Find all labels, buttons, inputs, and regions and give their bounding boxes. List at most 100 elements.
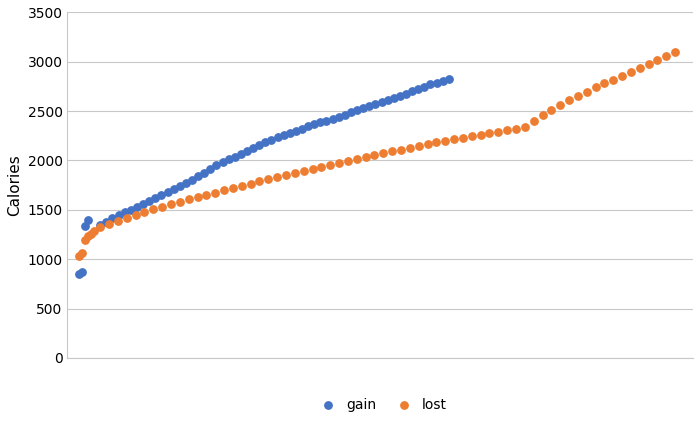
Legend: gain, lost: gain, lost xyxy=(308,392,452,418)
Point xyxy=(80,222,91,229)
lost xyxy=(94,223,106,230)
lost xyxy=(670,48,681,55)
lost xyxy=(537,112,548,118)
gain xyxy=(132,203,143,210)
gain xyxy=(253,141,265,148)
gain xyxy=(296,125,307,132)
gain xyxy=(241,147,253,154)
gain xyxy=(119,208,130,215)
lost xyxy=(254,178,265,184)
lost xyxy=(104,220,115,227)
gain xyxy=(174,183,186,189)
lost xyxy=(475,131,486,138)
gain xyxy=(125,206,136,213)
lost xyxy=(121,214,132,221)
gain xyxy=(113,211,124,218)
Point xyxy=(80,237,91,244)
gain xyxy=(193,173,204,180)
gain xyxy=(407,88,418,95)
gain xyxy=(302,123,314,130)
lost xyxy=(457,134,468,141)
lost xyxy=(440,137,451,144)
lost xyxy=(449,136,460,143)
Y-axis label: Calories: Calories xyxy=(7,154,22,216)
gain xyxy=(272,133,284,140)
gain xyxy=(437,77,448,84)
gain xyxy=(217,159,228,166)
gain xyxy=(137,200,148,207)
lost xyxy=(590,84,601,91)
gain xyxy=(260,139,271,145)
gain xyxy=(235,150,246,157)
gain xyxy=(315,119,326,126)
gain xyxy=(248,144,259,151)
Point xyxy=(89,227,100,234)
lost xyxy=(112,217,123,224)
lost xyxy=(510,125,522,132)
lost xyxy=(139,208,150,215)
lost xyxy=(404,144,415,151)
Point xyxy=(83,233,94,240)
Point xyxy=(74,271,85,277)
lost xyxy=(201,191,212,198)
gain xyxy=(284,130,295,136)
lost xyxy=(413,142,424,149)
gain xyxy=(101,218,112,225)
lost xyxy=(351,156,363,163)
lost xyxy=(245,180,256,187)
lost xyxy=(148,206,159,213)
lost xyxy=(634,64,645,71)
gain xyxy=(425,81,436,88)
lost xyxy=(422,141,433,147)
lost xyxy=(564,97,575,104)
lost xyxy=(598,80,610,87)
gain xyxy=(94,221,106,228)
lost xyxy=(528,117,539,124)
gain xyxy=(144,197,155,204)
gain xyxy=(327,115,338,122)
lost xyxy=(228,185,239,192)
gain xyxy=(199,170,210,177)
lost xyxy=(625,68,636,75)
lost xyxy=(333,160,344,166)
gain xyxy=(376,99,387,106)
gain xyxy=(340,111,351,118)
gain xyxy=(181,180,192,187)
gain xyxy=(156,192,167,198)
lost xyxy=(466,133,477,140)
lost xyxy=(307,165,318,172)
lost xyxy=(192,194,203,200)
gain xyxy=(186,177,197,184)
gain xyxy=(168,186,179,192)
lost xyxy=(546,107,557,114)
lost xyxy=(360,154,371,160)
gain xyxy=(370,101,381,108)
lost xyxy=(661,53,672,59)
gain xyxy=(223,156,235,163)
lost xyxy=(281,171,292,178)
lost xyxy=(209,189,220,196)
lost xyxy=(581,88,592,95)
lost xyxy=(262,176,274,183)
lost xyxy=(298,168,309,174)
gain xyxy=(412,86,423,93)
gain xyxy=(229,153,240,160)
gain xyxy=(107,214,118,221)
gain xyxy=(333,113,344,120)
gain xyxy=(431,79,442,86)
Point xyxy=(77,269,88,275)
lost xyxy=(236,182,247,189)
lost xyxy=(430,139,442,146)
gain xyxy=(394,93,405,99)
gain xyxy=(389,94,400,101)
lost xyxy=(157,203,168,210)
gain xyxy=(419,84,430,91)
lost xyxy=(130,211,141,218)
gain xyxy=(309,121,320,128)
lost xyxy=(386,148,398,155)
gain xyxy=(443,75,454,82)
lost xyxy=(342,157,354,164)
gain xyxy=(266,136,277,143)
gain xyxy=(351,107,363,114)
Point xyxy=(77,250,88,257)
